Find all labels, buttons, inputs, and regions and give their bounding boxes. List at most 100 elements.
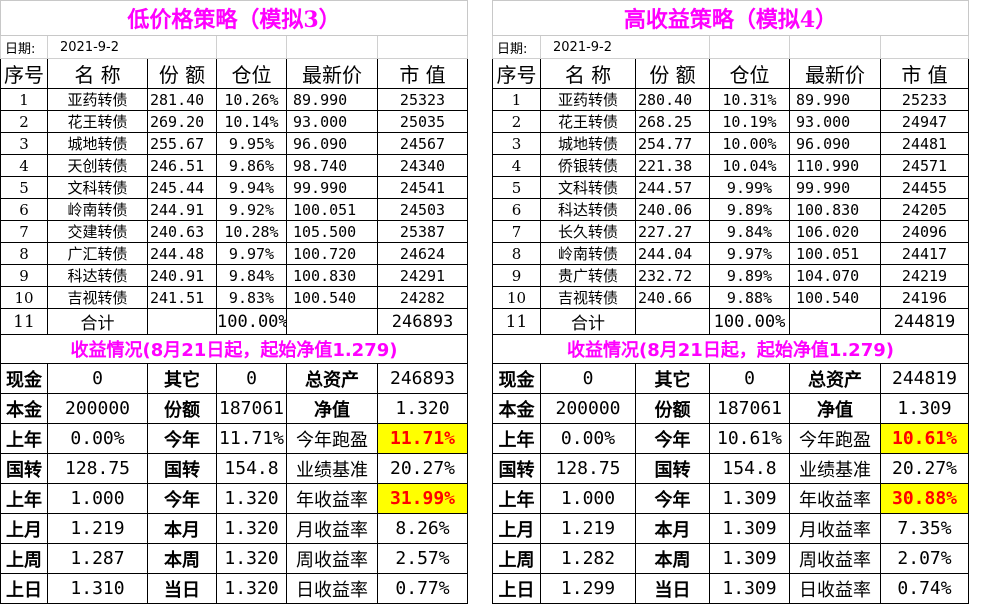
summary-value: 1.309 (709, 573, 790, 604)
market-value-cell: 24481 (880, 132, 969, 155)
summary-value: 2.57% (377, 543, 468, 574)
bond-name: 天创转债 (47, 154, 148, 177)
table-row: 2 花王转债 268.25 10.19% 93.000 24947 (492, 110, 969, 133)
summary-label: 其它 (147, 363, 217, 394)
right-panel: 高收益策略（模拟4） 日期: 2021-9-2 序号名 称份 额仓位 最新价市 值 1 亚药… (492, 0, 996, 604)
position-cell: 9.99% (709, 176, 790, 199)
summary-label: 上月 (492, 513, 541, 544)
summary-label: 上年 (492, 483, 541, 514)
price-cell: 89.990 (286, 88, 378, 111)
column-header: 仓位 (216, 58, 287, 89)
row-number: 9 (0, 264, 48, 287)
summary-row: 现金 0 其它 0 总资产 246893 (0, 363, 468, 394)
table-row: 9 贵广转债 232.72 9.89% 104.070 24219 (492, 264, 969, 287)
summary-label: 总资产 (286, 363, 378, 394)
summary-label: 本金 (492, 393, 541, 424)
summary-value: 1.310 (47, 573, 148, 604)
summary-value: 200000 (540, 393, 636, 424)
row-number: 3 (492, 132, 541, 155)
row-number: 2 (492, 110, 541, 133)
summary-value: 1.000 (47, 483, 148, 514)
summary-row: 上年 1.000 今年 1.320 年收益率 31.99% (0, 483, 468, 514)
summary-label: 月收益率 (286, 513, 378, 544)
date-value: 2021-9-2 (540, 35, 710, 59)
market-value-cell: 25035 (377, 110, 468, 133)
market-value-cell: 24503 (377, 198, 468, 221)
market-value-cell: 24205 (880, 198, 969, 221)
table-header: 序号名 称份 额仓位 最新价市 值 (0, 58, 468, 89)
column-header: 序号 (0, 58, 48, 89)
share-cell: 240.63 (147, 220, 217, 243)
market-value-cell: 25387 (377, 220, 468, 243)
strategy-title: 低价格策略（模拟3） (0, 0, 468, 36)
summary-value: 2.07% (880, 543, 969, 574)
price-cell: 99.990 (286, 176, 378, 199)
summary-label: 业绩基准 (286, 453, 378, 484)
market-value-cell: 25233 (880, 88, 969, 111)
total-value: 246893 (377, 308, 468, 335)
share-cell: 254.77 (635, 132, 710, 155)
share-cell: 240.06 (635, 198, 710, 221)
highlight-value: 30.88% (880, 483, 969, 514)
summary-label: 今年 (147, 483, 217, 514)
summary-label: 净值 (789, 393, 881, 424)
summary-value: 154.8 (216, 453, 287, 484)
price-cell: 105.500 (286, 220, 378, 243)
share-cell: 244.48 (147, 242, 217, 265)
summary-value: 1.309 (709, 513, 790, 544)
market-value-cell: 24417 (880, 242, 969, 265)
table-row: 1 亚药转债 280.40 10.31% 89.990 25233 (492, 88, 969, 111)
summary-row: 上日 1.299 当日 1.309 日收益率 0.74% (492, 573, 969, 604)
share-cell: 246.51 (147, 154, 217, 177)
total-row: 11 合计 100.00% 244819 (492, 308, 969, 335)
summary-label: 今年 (635, 423, 710, 454)
summary-value: 200000 (47, 393, 148, 424)
market-value-cell: 24947 (880, 110, 969, 133)
market-value-cell: 24455 (880, 176, 969, 199)
summary-label: 今年跑盈 (286, 423, 378, 454)
share-cell: 244.04 (635, 242, 710, 265)
price-cell: 100.051 (286, 198, 378, 221)
share-cell: 240.91 (147, 264, 217, 287)
summary-label: 年收益率 (286, 483, 378, 514)
row-number: 8 (492, 242, 541, 265)
bond-name: 亚药转债 (540, 88, 636, 111)
price-cell: 96.090 (789, 132, 881, 155)
summary-row: 上月 1.219 本月 1.320 月收益率 8.26% (0, 513, 468, 544)
summary-value: 10.61% (709, 423, 790, 454)
row-number: 2 (0, 110, 48, 133)
column-header: 最新价 (789, 58, 881, 89)
summary-row: 本金 200000 份额 187061 净值 1.309 (492, 393, 969, 424)
price-cell: 106.020 (789, 220, 881, 243)
summary-value: 1.219 (47, 513, 148, 544)
summary-row: 上日 1.310 当日 1.320 日收益率 0.77% (0, 573, 468, 604)
position-cell: 10.26% (216, 88, 287, 111)
price-cell: 93.000 (789, 110, 881, 133)
summary-label: 今年 (635, 483, 710, 514)
row-number: 8 (0, 242, 48, 265)
highlight-value: 11.71% (377, 423, 468, 454)
total-label: 合计 (47, 308, 148, 335)
table-header: 序号名 称份 额仓位 最新价市 值 (492, 58, 969, 89)
summary-label: 业绩基准 (789, 453, 881, 484)
strategy-title: 高收益策略（模拟4） (492, 0, 969, 36)
summary-label: 本月 (635, 513, 710, 544)
price-cell: 110.990 (789, 154, 881, 177)
share-cell: 240.66 (635, 286, 710, 309)
price-cell: 98.740 (286, 154, 378, 177)
summary-title: 收益情况(8月21日起，起始净值1.279) (0, 334, 468, 364)
summary-label: 上周 (492, 543, 541, 574)
share-cell: 244.57 (635, 176, 710, 199)
position-cell: 9.94% (216, 176, 287, 199)
position-cell: 10.00% (709, 132, 790, 155)
summary-label: 上年 (0, 423, 48, 454)
position-cell: 9.89% (709, 198, 790, 221)
highlight-value: 10.61% (880, 423, 969, 454)
summary-label: 本周 (635, 543, 710, 574)
summary-value: 1.309 (709, 543, 790, 574)
bond-name: 吉视转债 (47, 286, 148, 309)
bond-name: 文科转债 (540, 176, 636, 199)
summary-row: 上年 0.00% 今年 11.71% 今年跑盈 11.71% (0, 423, 468, 454)
summary-value: 1.299 (540, 573, 636, 604)
summary-row: 国转 128.75 国转 154.8 业绩基准 20.27% (492, 453, 969, 484)
